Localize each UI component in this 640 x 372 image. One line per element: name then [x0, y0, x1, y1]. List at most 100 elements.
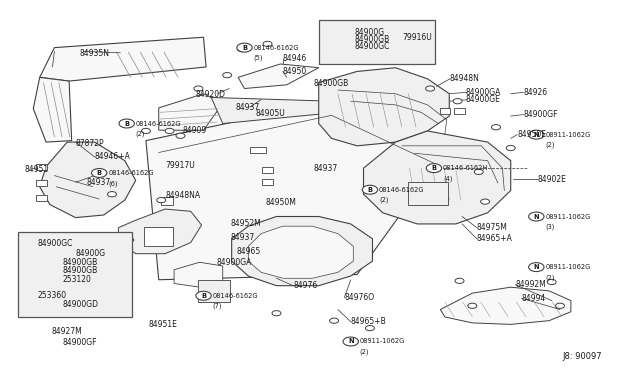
Text: 84951: 84951 [24, 165, 49, 174]
Circle shape [125, 237, 134, 243]
Text: 84927M: 84927M [51, 327, 82, 336]
Text: 84950E: 84950E [517, 130, 546, 139]
Text: (5): (5) [253, 55, 263, 61]
Text: 84952M: 84952M [230, 219, 261, 228]
Text: 84948N: 84948N [450, 74, 480, 83]
Bar [18, 232, 132, 317]
Text: 84937: 84937 [86, 178, 111, 187]
Text: B: B [242, 45, 247, 51]
Text: 84937: 84937 [236, 103, 260, 112]
Text: 08911-1062G: 08911-1062G [360, 339, 405, 344]
Circle shape [506, 145, 515, 151]
Polygon shape [33, 77, 72, 142]
Bar [454, 108, 465, 114]
Text: 87872P: 87872P [76, 139, 104, 148]
Bar [36, 180, 47, 186]
Text: 84976O: 84976O [344, 293, 374, 302]
Text: 253120: 253120 [63, 275, 92, 283]
Text: 84950M: 84950M [266, 198, 296, 207]
Text: N: N [534, 214, 539, 219]
Circle shape [263, 41, 272, 46]
Text: 84900GA: 84900GA [216, 258, 252, 267]
Polygon shape [238, 64, 319, 89]
Text: 08146-6162H: 08146-6162H [443, 165, 488, 171]
Text: (7): (7) [212, 303, 222, 310]
Text: 08146-6162G: 08146-6162G [253, 45, 299, 51]
Circle shape [157, 198, 166, 203]
Circle shape [74, 297, 83, 302]
Circle shape [237, 43, 252, 52]
Text: 84920D: 84920D [195, 90, 225, 99]
Text: 84946: 84946 [283, 54, 307, 63]
Text: 79917U: 79917U [165, 161, 195, 170]
Text: 253360: 253360 [37, 291, 67, 300]
Text: 84900GD: 84900GD [63, 300, 99, 309]
Text: 79916U: 79916U [402, 33, 431, 42]
Text: 84900G: 84900G [76, 249, 106, 258]
Circle shape [556, 303, 564, 308]
Text: B: B [367, 187, 372, 193]
Circle shape [426, 164, 442, 173]
Circle shape [92, 169, 107, 177]
Circle shape [119, 119, 134, 128]
Text: 84948NA: 84948NA [165, 191, 200, 200]
Text: 84905U: 84905U [256, 109, 285, 118]
Text: B: B [201, 293, 206, 299]
Circle shape [343, 337, 358, 346]
Circle shape [408, 38, 417, 43]
Circle shape [65, 281, 74, 286]
Circle shape [529, 263, 544, 272]
Text: (2): (2) [379, 197, 388, 203]
Circle shape [108, 192, 116, 197]
Circle shape [529, 212, 544, 221]
Text: 08911-1062G: 08911-1062G [545, 264, 591, 270]
Text: 08911-1062G: 08911-1062G [545, 132, 591, 138]
Circle shape [141, 128, 150, 134]
Text: 84965+A: 84965+A [477, 234, 513, 243]
Circle shape [223, 73, 232, 78]
Text: 84992M: 84992M [515, 280, 546, 289]
Text: 84900GB: 84900GB [63, 266, 98, 275]
Polygon shape [40, 37, 206, 81]
Circle shape [481, 199, 490, 204]
Bar [161, 197, 173, 205]
Bar [262, 167, 273, 173]
Text: 84935N: 84935N [80, 49, 110, 58]
Bar [250, 147, 266, 153]
Text: 84937: 84937 [230, 233, 255, 242]
Text: 84900GA: 84900GA [466, 88, 501, 97]
Bar [440, 108, 450, 114]
Circle shape [362, 185, 378, 194]
Polygon shape [364, 131, 511, 224]
Text: 84900GF: 84900GF [63, 339, 97, 347]
Text: 84926: 84926 [524, 88, 548, 97]
Text: (4): (4) [443, 175, 452, 182]
Circle shape [455, 278, 464, 283]
Circle shape [176, 133, 185, 138]
Circle shape [468, 303, 477, 308]
Circle shape [330, 318, 339, 323]
Text: 84900GE: 84900GE [466, 95, 500, 104]
Text: 08146-6162G: 08146-6162G [108, 170, 154, 176]
Polygon shape [118, 209, 202, 254]
Circle shape [165, 128, 174, 134]
Text: 84965+B: 84965+B [351, 317, 387, 326]
Circle shape [474, 169, 483, 174]
Circle shape [194, 86, 203, 91]
Text: 84900GB: 84900GB [355, 35, 390, 44]
Text: 84900GB: 84900GB [314, 79, 349, 88]
Circle shape [237, 46, 246, 52]
Polygon shape [440, 287, 571, 324]
Bar [262, 179, 273, 185]
Text: 84975M: 84975M [477, 223, 508, 232]
Text: 84900GB: 84900GB [63, 258, 98, 267]
Bar [319, 20, 435, 64]
Polygon shape [211, 97, 338, 124]
Circle shape [547, 279, 556, 285]
Text: N: N [348, 339, 353, 344]
Circle shape [374, 34, 383, 39]
Text: B: B [431, 165, 436, 171]
Circle shape [336, 36, 345, 42]
Text: (6): (6) [108, 180, 118, 187]
Text: (2): (2) [360, 349, 369, 355]
